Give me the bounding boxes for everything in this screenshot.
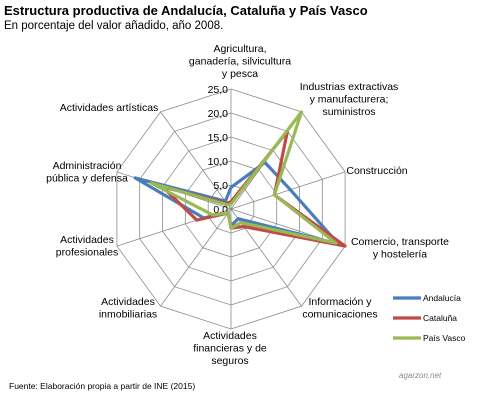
series-line	[133, 160, 340, 246]
chart-title: Estructura productiva de Andalucía, Cata…	[4, 3, 368, 18]
category-label: Actividades financieras y de seguros	[193, 330, 267, 367]
radial-tick-label: 25,0	[208, 84, 229, 96]
legend-label: Cataluña	[423, 313, 457, 323]
source-note: Fuente: Elaboración propia a partir de I…	[9, 381, 196, 391]
category-label: Actividades inmobiliarias	[99, 296, 157, 321]
chart-subtitle: En porcentaje del valor añadido, año 200…	[4, 20, 224, 32]
radial-tick-label: 10,0	[208, 156, 229, 168]
category-label: Información y comunicaciones	[302, 296, 377, 321]
category-label: Construcción	[346, 165, 407, 177]
radial-tick-label: 20,0	[208, 108, 229, 120]
category-label: Comercio, transporte y hostelería	[351, 236, 449, 261]
category-label: Actividades profesionales	[56, 234, 118, 259]
watermark: agarzon.net	[399, 371, 442, 380]
series-line	[149, 110, 338, 245]
radial-tick-label: 15,0	[208, 132, 229, 144]
category-label: Actividades artísticas	[60, 102, 159, 114]
radial-tick-label: 5,0	[213, 180, 228, 192]
category-label: Industrias extractivas y manufacturera; su…	[300, 81, 399, 118]
grid-spoke	[160, 111, 232, 210]
legend-label: Andalucía	[423, 293, 461, 303]
grid-spoke	[160, 208, 232, 307]
category-label: Administración pública y defensa	[46, 160, 128, 185]
category-label: Agricultura, ganadería, silvicultura y pes…	[189, 43, 291, 80]
legend-label: País Vasco	[423, 333, 466, 343]
grid-spoke	[230, 171, 346, 210]
